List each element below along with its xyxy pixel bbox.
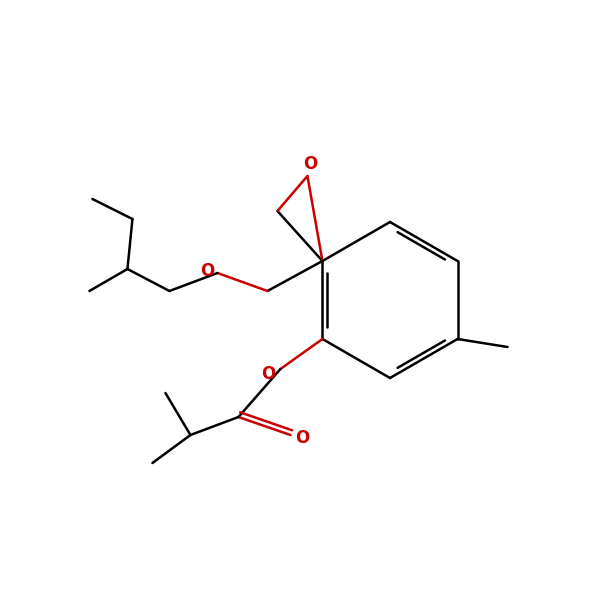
Text: O: O (304, 155, 317, 173)
Text: O: O (262, 365, 275, 383)
Text: O: O (295, 429, 310, 447)
Text: O: O (200, 262, 215, 280)
